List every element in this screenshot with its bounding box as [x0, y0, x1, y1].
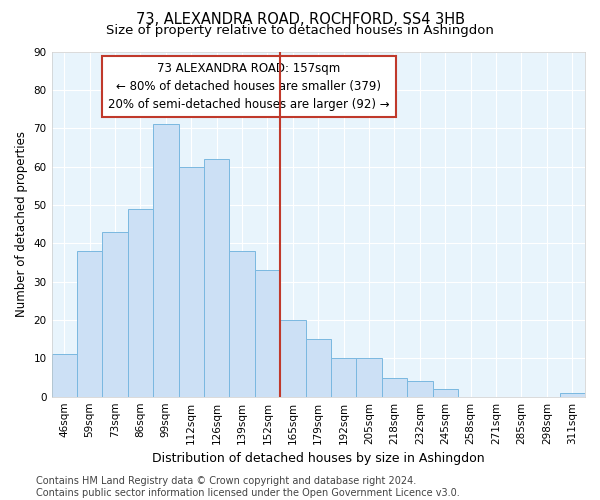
- Bar: [52, 354, 77, 397]
- Bar: [382, 378, 407, 396]
- X-axis label: Distribution of detached houses by size in Ashingdon: Distribution of detached houses by size …: [152, 452, 485, 465]
- Y-axis label: Number of detached properties: Number of detached properties: [15, 131, 28, 317]
- Bar: [407, 382, 433, 396]
- Bar: [255, 270, 280, 396]
- Bar: [280, 320, 305, 396]
- Bar: [331, 358, 356, 397]
- Text: 73 ALEXANDRA ROAD: 157sqm
← 80% of detached houses are smaller (379)
20% of semi: 73 ALEXANDRA ROAD: 157sqm ← 80% of detac…: [108, 62, 390, 111]
- Bar: [128, 208, 153, 396]
- Bar: [179, 166, 204, 396]
- Bar: [229, 251, 255, 396]
- Text: Size of property relative to detached houses in Ashingdon: Size of property relative to detached ho…: [106, 24, 494, 37]
- Text: 73, ALEXANDRA ROAD, ROCHFORD, SS4 3HB: 73, ALEXANDRA ROAD, ROCHFORD, SS4 3HB: [136, 12, 464, 28]
- Text: Contains HM Land Registry data © Crown copyright and database right 2024.
Contai: Contains HM Land Registry data © Crown c…: [36, 476, 460, 498]
- Bar: [153, 124, 179, 396]
- Bar: [204, 159, 229, 396]
- Bar: [77, 251, 103, 396]
- Bar: [560, 393, 585, 396]
- Bar: [305, 339, 331, 396]
- Bar: [433, 389, 458, 396]
- Bar: [356, 358, 382, 397]
- Bar: [103, 232, 128, 396]
